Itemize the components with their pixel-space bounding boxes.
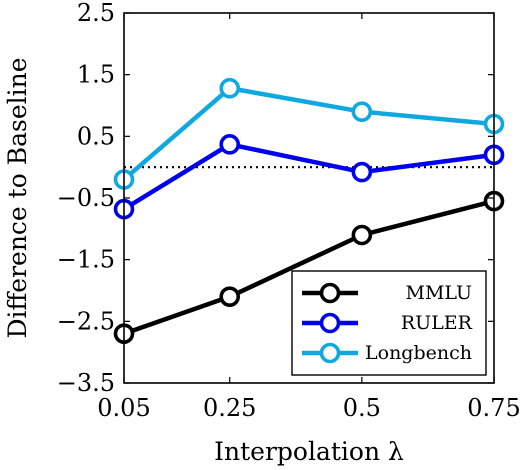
y-tick-label: 1.5	[77, 61, 115, 89]
x-axis-label: Interpolation λ	[214, 437, 404, 466]
y-tick-label: −3.5	[57, 369, 115, 397]
legend: MMLU RULER Longbench	[291, 270, 487, 376]
data-point-mmlu	[351, 224, 373, 246]
legend-entry-longbench: Longbench	[302, 342, 472, 364]
legend-label: RULER	[401, 312, 473, 334]
data-point-longbench	[351, 101, 373, 122]
series-line-ruler	[122, 142, 495, 212]
legend-label: Longbench	[365, 342, 472, 364]
series-longbench	[113, 77, 505, 190]
x-tick-label: 0.25	[203, 394, 256, 422]
series-mmlu	[113, 190, 505, 344]
y-tick-label: −0.5	[57, 184, 115, 212]
y-tick-label: 2.5	[77, 0, 115, 27]
y-tick-label: 0.5	[77, 122, 115, 150]
y-tick-label: −1.5	[57, 246, 115, 274]
legend-entry-mmlu: MMLU	[302, 282, 472, 304]
legend-entry-ruler: RULER	[302, 312, 473, 334]
legend-swatch-marker	[319, 342, 341, 364]
x-tick-label: 0.5	[343, 394, 381, 422]
legend-swatch-marker	[319, 282, 341, 304]
data-point-ruler	[351, 161, 373, 183]
data-point-ruler	[219, 134, 241, 155]
series-line-mmlu	[123, 198, 495, 336]
y-axis-label: Difference to Baseline	[3, 57, 32, 338]
data-point-longbench	[219, 77, 241, 99]
series-line-longbench	[122, 85, 495, 182]
x-tick-label: 0.05	[97, 394, 150, 422]
x-tick-label: 0.75	[467, 394, 520, 422]
ticks-layer: 2.5 1.5 0.5 −0.5 −1.5 −2.5 −3.50.05 0.25 0.5 0.75	[57, 0, 521, 422]
series-ruler	[113, 134, 505, 220]
legend-swatch-marker	[319, 312, 341, 334]
y-tick-label: −2.5	[57, 307, 115, 335]
legend-label: MMLU	[406, 282, 473, 304]
data-point-mmlu	[219, 286, 241, 307]
